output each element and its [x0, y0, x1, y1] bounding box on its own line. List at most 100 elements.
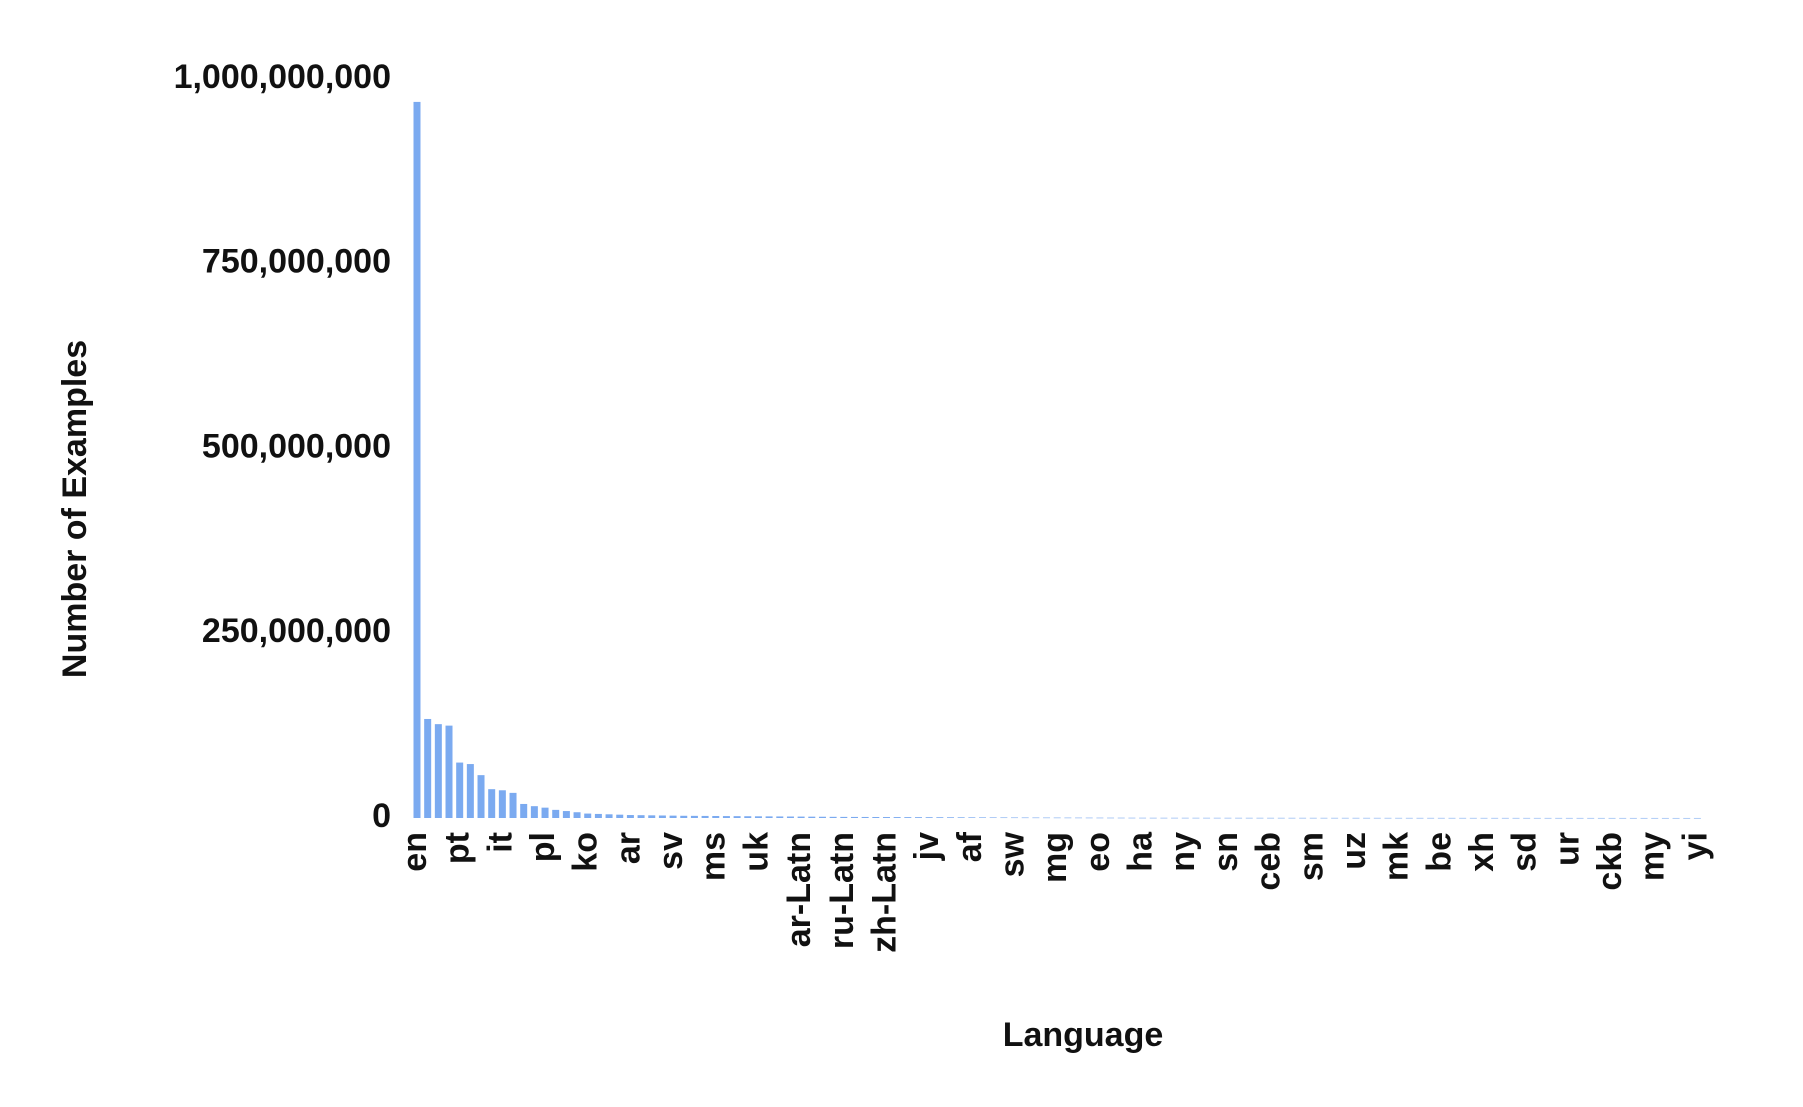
bar [1235, 817, 1243, 819]
bar [1341, 817, 1349, 819]
bar [1651, 817, 1659, 819]
bar [818, 816, 826, 818]
x-tick-label: ny [1164, 832, 1202, 872]
bar [1459, 817, 1467, 819]
bar [712, 816, 720, 818]
bar [861, 816, 869, 818]
bar [594, 813, 602, 818]
bar [829, 816, 837, 818]
bar [584, 813, 592, 818]
bar [936, 817, 944, 818]
bar [882, 817, 890, 818]
y-tick-label: 750,000,000 [202, 243, 391, 281]
x-tick-label: mg [1036, 832, 1074, 883]
x-tick-label: ar [609, 832, 647, 864]
x-tick-label: sw [994, 831, 1032, 877]
bar [1085, 817, 1093, 819]
bar [498, 790, 506, 818]
bar [520, 803, 528, 818]
bar [1192, 817, 1200, 819]
x-axis-title: Language [1003, 1016, 1164, 1054]
bar [1107, 817, 1115, 819]
bar [690, 815, 698, 818]
x-tick-label: eo [1079, 832, 1117, 872]
bar [968, 817, 976, 818]
bar [1309, 817, 1317, 819]
bar [1288, 817, 1296, 819]
bar [1203, 817, 1211, 819]
bar [434, 724, 442, 818]
bar [1043, 817, 1051, 819]
bar [1096, 817, 1104, 819]
bar [1373, 817, 1381, 819]
x-tick-label: ar-Latn [780, 832, 818, 947]
bar [1416, 817, 1424, 819]
bar [1565, 817, 1573, 819]
bar [914, 817, 922, 818]
bar [424, 718, 432, 818]
bar [658, 815, 666, 818]
bar [1021, 817, 1029, 819]
x-tick-label: sd [1506, 832, 1544, 872]
bar [488, 789, 496, 818]
bar [1661, 817, 1669, 819]
bar [1032, 817, 1040, 819]
bar [957, 817, 965, 818]
bar [765, 816, 773, 818]
bar [1075, 817, 1083, 819]
bar [840, 816, 848, 818]
bar [1619, 817, 1627, 819]
bar [808, 816, 816, 818]
x-tick-label: zh-Latn [865, 832, 903, 953]
bar [456, 762, 464, 818]
x-tick-label: en [396, 832, 434, 872]
bar [1299, 817, 1307, 819]
x-tick-label: mk [1378, 832, 1416, 881]
bar [1149, 817, 1157, 819]
bar [562, 811, 570, 818]
bar [1683, 817, 1691, 819]
bar [1000, 817, 1008, 819]
x-tick-label: af [951, 831, 989, 862]
bar [1053, 817, 1061, 819]
bar [637, 815, 645, 818]
bar [1501, 817, 1509, 819]
bar [1224, 817, 1232, 819]
bar [1544, 817, 1552, 819]
bar [1640, 817, 1648, 819]
bar [1448, 817, 1456, 819]
x-tick-label: ha [1122, 831, 1160, 872]
x-tick-label: ckb [1591, 832, 1629, 891]
bar [1064, 817, 1072, 819]
x-tick-label: my [1634, 832, 1672, 881]
bar [1555, 817, 1563, 819]
bar [1491, 817, 1499, 819]
bar [1277, 817, 1285, 819]
bar [893, 817, 901, 818]
bar [744, 816, 752, 818]
x-tick-label: be [1420, 832, 1458, 872]
bar [850, 816, 858, 818]
bar [947, 817, 954, 818]
y-tick-label: 250,000,000 [202, 612, 391, 650]
bar [989, 817, 997, 819]
bar [733, 816, 741, 818]
bar [1256, 817, 1264, 819]
bar [754, 816, 762, 818]
bar [445, 725, 453, 818]
bar [1480, 817, 1488, 819]
bar [1139, 817, 1147, 819]
bar [541, 807, 549, 818]
bar [669, 815, 677, 818]
bar [786, 816, 794, 818]
bar [1352, 817, 1360, 819]
bar [466, 764, 474, 818]
bar [1320, 817, 1328, 819]
x-tick-label: ms [695, 832, 733, 881]
bar [1427, 817, 1435, 819]
bar [1576, 817, 1584, 819]
x-tick-label: it [481, 832, 519, 853]
bar [1384, 817, 1392, 819]
x-tick-label: ko [567, 832, 605, 872]
